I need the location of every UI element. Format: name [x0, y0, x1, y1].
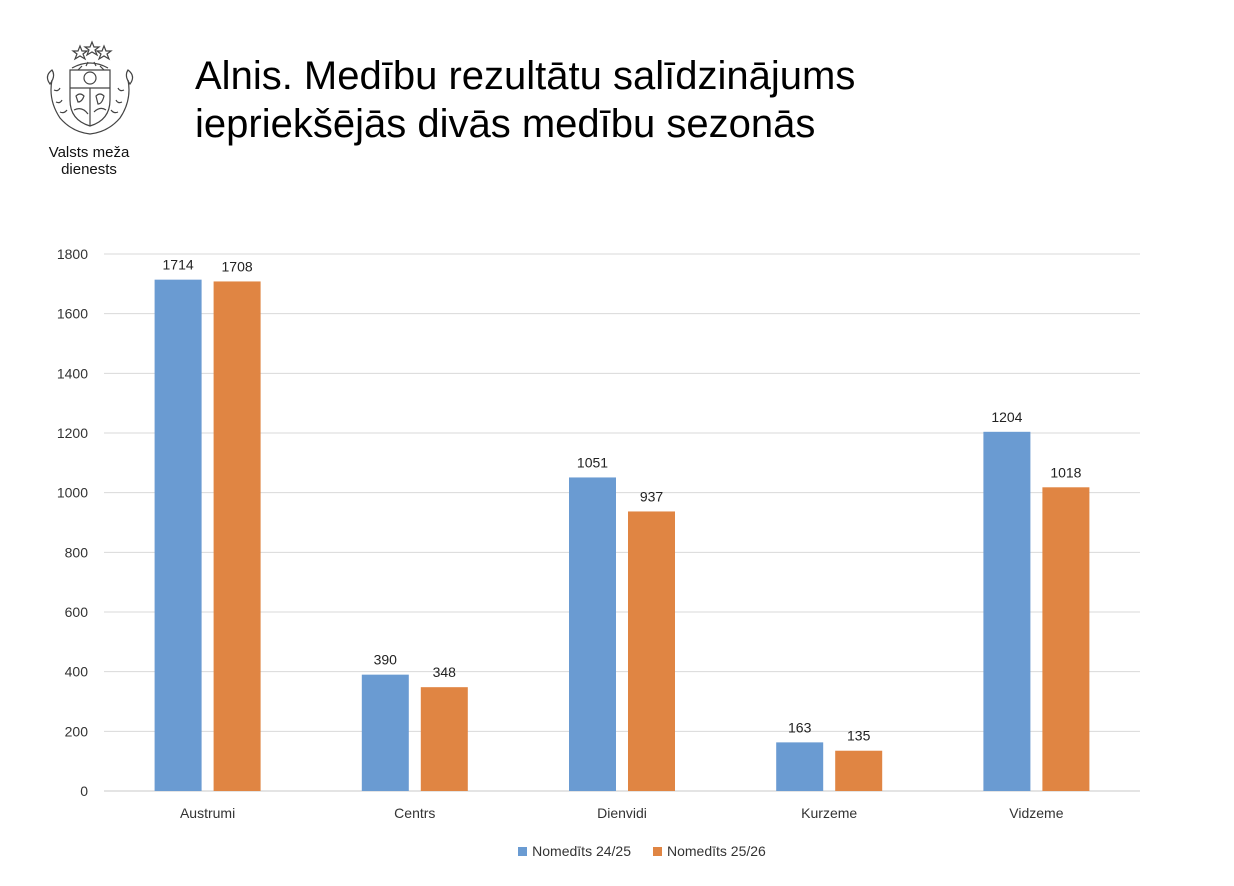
data-labels: 1714 1708 390 348 1051 937 163 135 1204 1018: [163, 257, 1082, 744]
x-tick-label: Kurzeme: [801, 805, 857, 821]
x-tick-label: Dienvidi: [597, 805, 647, 821]
data-label: 135: [847, 728, 871, 744]
bar-vidzeme-series-2: [1042, 487, 1090, 791]
data-label: 163: [788, 719, 812, 735]
latvia-coat-of-arms-icon: [46, 40, 134, 135]
x-tick-label: Centrs: [394, 805, 435, 821]
y-tick-label: 1200: [57, 425, 88, 441]
data-label: 1708: [222, 258, 253, 274]
org-name-line1: Valsts meža: [48, 144, 130, 161]
y-tick-label: 800: [65, 544, 89, 560]
bar-centrs-series-1: [361, 674, 409, 791]
page-title: Alnis. Medību rezultātu salīdzinājums ie…: [195, 52, 1195, 148]
data-label: 1018: [1050, 464, 1081, 480]
y-tick-label: 0: [80, 783, 88, 799]
legend-item-series-2: Nomedīts 25/26: [653, 840, 766, 862]
bar-austrumi-series-2: [213, 281, 261, 791]
chart-legend: Nomedīts 24/25 Nomedīts 25/26: [0, 840, 1234, 862]
bar-dienvidi-series-1: [569, 477, 616, 791]
data-label: 1051: [577, 454, 608, 470]
legend-item-series-1: Nomedīts 24/25: [518, 840, 631, 862]
y-tick-label: 1400: [57, 365, 88, 381]
data-label: 390: [374, 652, 398, 668]
bar-austrumi-series-1: [154, 279, 202, 791]
bar-kurzeme-series-2: [835, 750, 883, 791]
org-name-line2: dienests: [61, 161, 117, 178]
bar-dienvidi-series-2: [628, 511, 675, 791]
y-axis-ticks: 0 200 400 600 800 1000 1200 1400 1600 1800: [57, 246, 88, 799]
bar-vidzeme-series-1: [983, 431, 1031, 791]
y-tick-label: 200: [65, 723, 89, 739]
page-title-line2: iepriekšējās divās medību sezonās: [195, 102, 816, 146]
bar-centrs-series-2: [420, 687, 468, 791]
x-axis-ticks: Austrumi Centrs Dienvidi Kurzeme Vidzeme: [180, 805, 1064, 821]
data-label: 937: [640, 488, 664, 504]
data-label: 348: [433, 664, 457, 680]
y-tick-label: 1800: [57, 246, 88, 262]
y-tick-label: 1600: [57, 306, 88, 322]
legend-swatch: [653, 846, 662, 856]
y-tick-label: 1000: [57, 485, 88, 501]
data-label: 1714: [163, 257, 194, 273]
legend-swatch: [518, 846, 528, 856]
legend-label: Nomedīts 25/26: [667, 843, 766, 859]
x-tick-label: Vidzeme: [1009, 805, 1063, 821]
y-tick-label: 400: [65, 664, 89, 680]
x-tick-label: Austrumi: [180, 805, 235, 821]
chart-bars: [154, 279, 1090, 791]
data-label: 1204: [991, 409, 1022, 425]
page-title-line1: Alnis. Medību rezultātu salīdzinājums: [195, 54, 856, 98]
organization-logo: Valsts meža dienests: [34, 40, 154, 178]
legend-label: Nomedīts 24/25: [532, 843, 631, 859]
chart-gridlines: [104, 253, 1140, 792]
bar-kurzeme-series-1: [776, 742, 824, 791]
y-tick-label: 600: [65, 604, 89, 620]
